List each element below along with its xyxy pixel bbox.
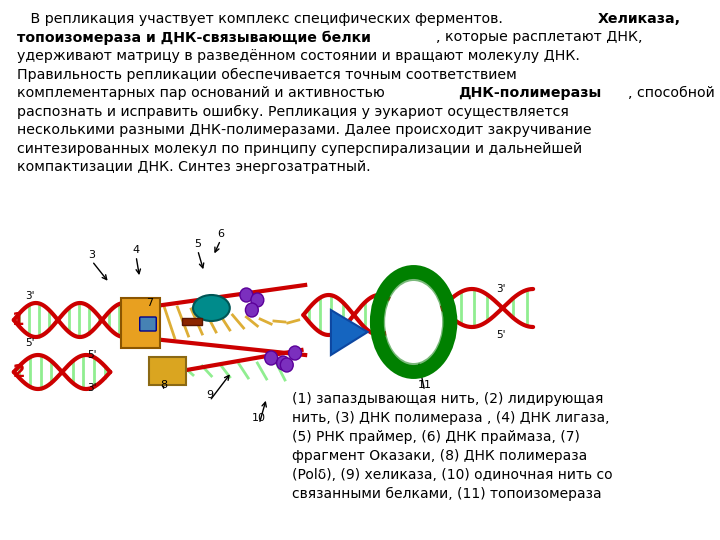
Bar [149,357,186,385]
Text: 3': 3' [87,383,96,393]
Text: Хеликаза,: Хеликаза, [598,12,681,26]
Text: 10: 10 [252,413,266,423]
Text: 7: 7 [146,298,153,308]
FancyBboxPatch shape [140,317,156,331]
Text: ДНК-полимеразы: ДНК-полимеразы [458,86,601,100]
Ellipse shape [379,274,449,370]
Circle shape [265,351,278,365]
Text: 5': 5' [87,350,96,360]
Text: 1: 1 [12,311,24,329]
Text: 11: 11 [418,380,432,390]
Bar [182,318,202,325]
Text: , которые расплетают ДНК,: , которые расплетают ДНК, [436,30,643,44]
Text: компактизации ДНК. Синтез энергозатратный.: компактизации ДНК. Синтез энергозатратны… [17,160,370,174]
Text: 3: 3 [89,250,96,260]
Text: 3': 3' [496,284,506,294]
Bar [122,298,160,348]
Circle shape [289,346,302,360]
Polygon shape [331,310,368,355]
Text: 2: 2 [12,363,24,381]
Text: синтезированных молекул по принципу суперспирализации и дальнейшей: синтезированных молекул по принципу супе… [17,141,582,156]
Text: топоизомераза и ДНК-связывающие белки: топоизомераза и ДНК-связывающие белки [17,30,370,45]
Circle shape [280,358,293,372]
Text: 8: 8 [160,380,167,390]
Text: 9: 9 [206,390,213,400]
Text: комплементарных пар оснований и активностью: комплементарных пар оснований и активнос… [17,86,389,100]
Circle shape [240,288,253,302]
Text: 4: 4 [132,245,140,255]
Circle shape [276,356,289,370]
Text: 6: 6 [217,229,224,239]
Text: удерживают матрицу в разведённом состоянии и вращают молекулу ДНК.: удерживают матрицу в разведённом состоян… [17,49,580,63]
Text: 5': 5' [496,330,506,340]
Text: несколькими разными ДНК-полимеразами. Далее происходит закручивание: несколькими разными ДНК-полимеразами. Да… [17,123,591,137]
Circle shape [251,293,264,307]
Text: 5': 5' [24,338,35,348]
Text: Правильность репликации обеспечивается точным соответствием: Правильность репликации обеспечивается т… [17,68,516,82]
Text: распознать и исправить ошибку. Репликация у эукариот осуществляется: распознать и исправить ошибку. Репликаци… [17,105,568,119]
Text: 3': 3' [24,291,35,301]
Circle shape [246,303,258,317]
Text: , способной: , способной [628,86,715,100]
Text: 5: 5 [194,239,201,249]
Text: В репликация участвует комплекс специфических ферментов.: В репликация участвует комплекс специфич… [17,12,507,26]
Text: (1) запаздывающая нить, (2) лидирующая
нить, (3) ДНК полимераза , (4) ДНК лигаза: (1) запаздывающая нить, (2) лидирующая н… [292,392,613,501]
Ellipse shape [193,295,230,321]
Ellipse shape [385,281,442,363]
